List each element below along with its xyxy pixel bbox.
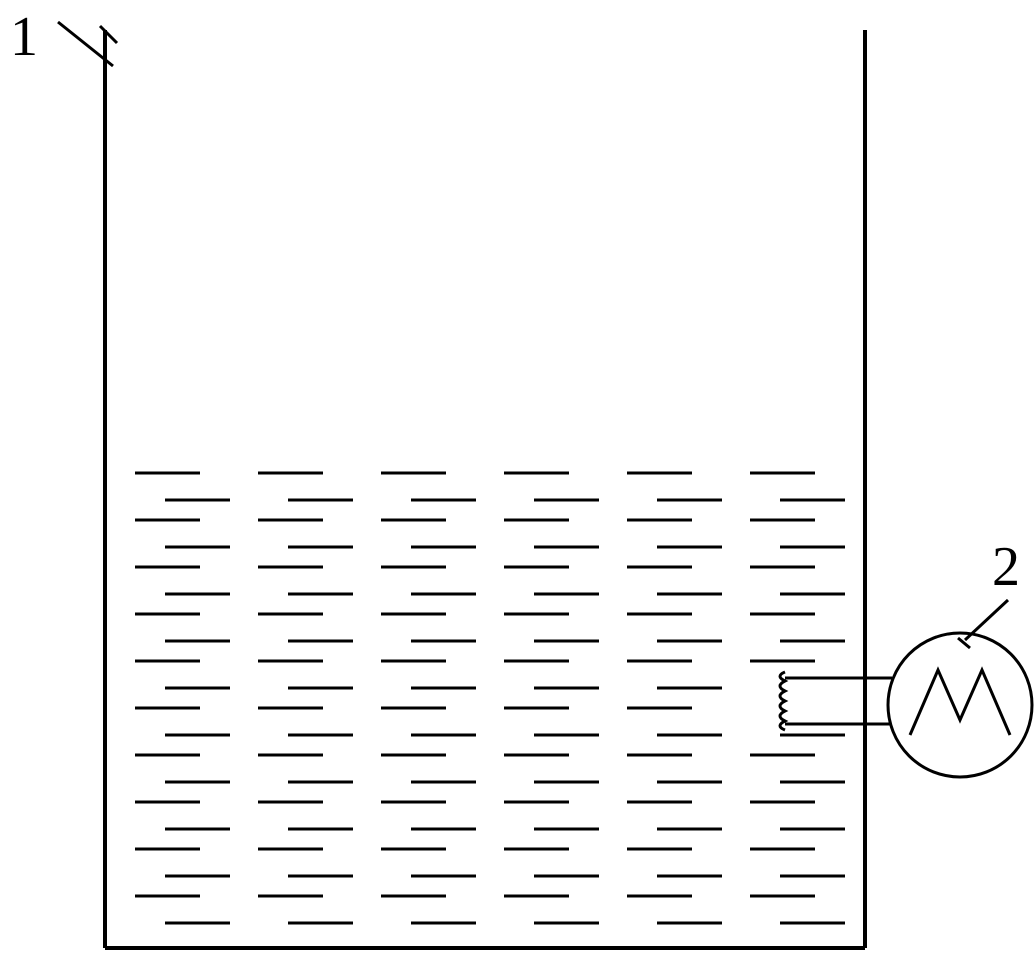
schematic-diagram: 1 2	[0, 0, 1036, 967]
label-2-text: 2	[992, 536, 1020, 598]
pump-symbol	[780, 633, 1032, 777]
liquid-hatching	[135, 473, 845, 923]
label-1-leader	[58, 22, 117, 66]
vessel-container	[105, 30, 865, 948]
label-1-text: 1	[10, 6, 38, 68]
